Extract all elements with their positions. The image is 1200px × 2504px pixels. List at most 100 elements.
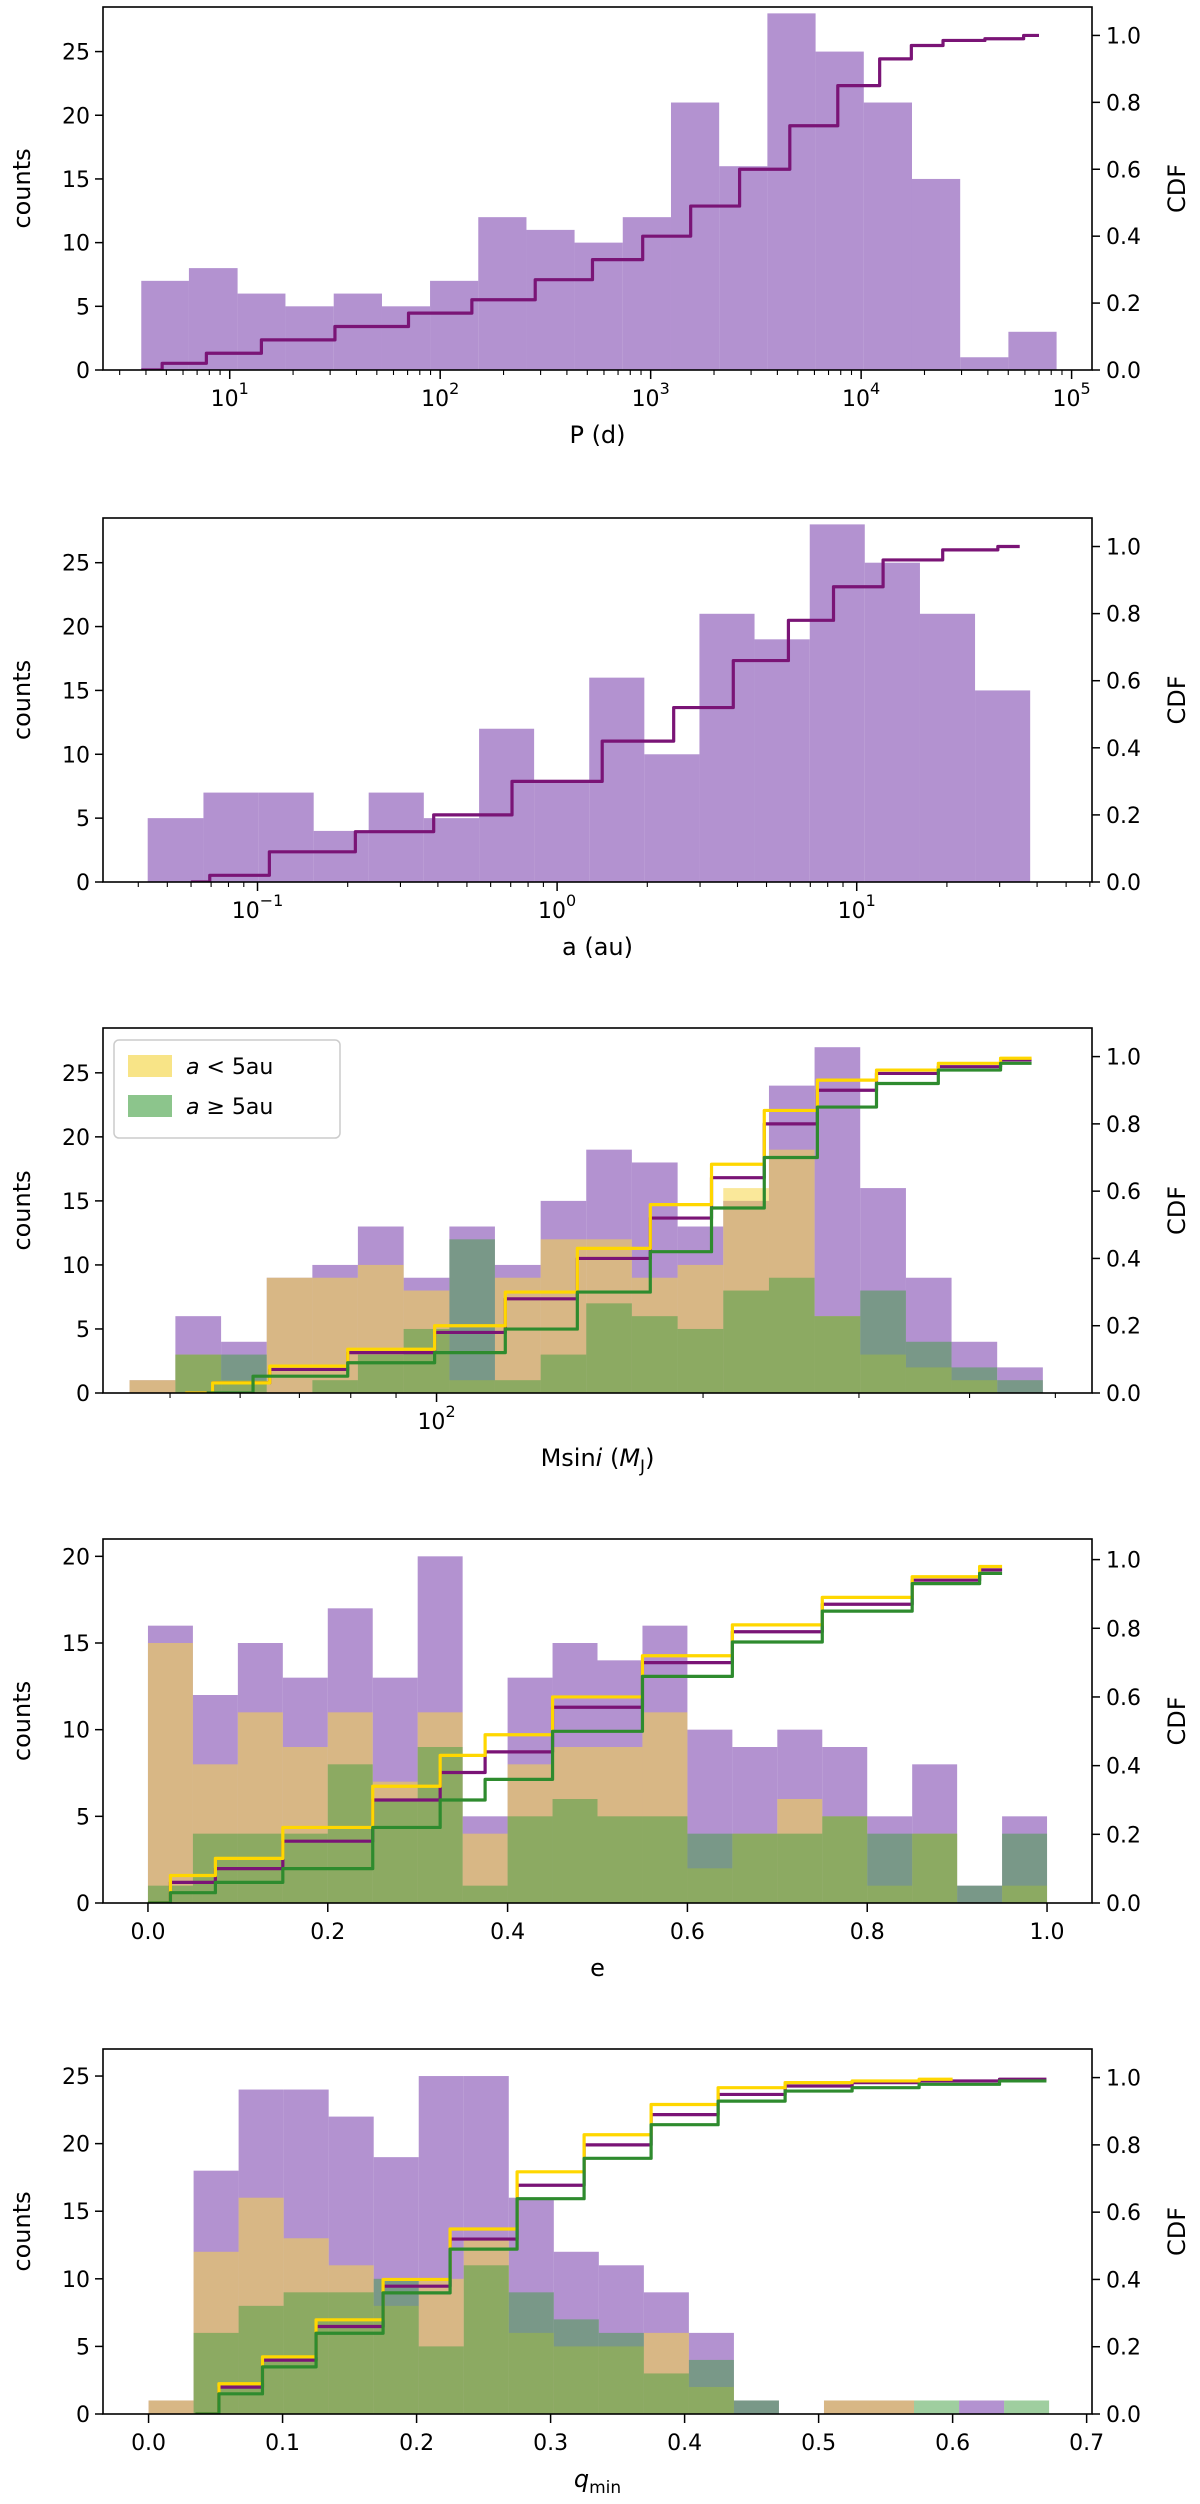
x-tick-label: 102 bbox=[417, 1402, 455, 1435]
bar-all bbox=[911, 178, 961, 370]
bar-outer bbox=[597, 1816, 643, 1903]
tick-base: 10 bbox=[632, 387, 660, 412]
bar-inner bbox=[147, 1643, 193, 1903]
plot-area-period bbox=[141, 13, 1057, 370]
bar-outer bbox=[372, 1799, 418, 1903]
y2-tick-label: 0.2 bbox=[1106, 804, 1141, 829]
x-axis-label: Msini (MJ) bbox=[541, 1444, 655, 1477]
tick-exponent: −1 bbox=[260, 891, 284, 910]
y2-axis-label: CDF bbox=[1163, 1186, 1191, 1235]
bar-outer bbox=[914, 2400, 960, 2414]
bar-outer bbox=[867, 1833, 913, 1903]
x-label-unit-open: ( bbox=[602, 1444, 619, 1472]
y-axis-label: counts bbox=[8, 660, 36, 740]
y-tick-label: 25 bbox=[62, 41, 90, 66]
y2-tick-label: 1.0 bbox=[1106, 536, 1141, 561]
x-label-unit-close: ) bbox=[645, 1444, 654, 1472]
legend-condition: ≥ 5au bbox=[199, 1095, 273, 1120]
cdf-line-outer bbox=[195, 2079, 1047, 2414]
axes-frame bbox=[102, 6, 1093, 371]
bar-inner bbox=[869, 2400, 915, 2414]
y-tick-label: 0 bbox=[76, 1892, 90, 1917]
x-tick-label: 1.0 bbox=[1030, 1920, 1065, 1945]
bar-all bbox=[258, 792, 314, 882]
bar-all bbox=[767, 13, 816, 370]
bar-outer bbox=[373, 2278, 419, 2414]
y2-tick-label: 0.4 bbox=[1106, 1247, 1141, 1272]
cdf-line-outer bbox=[147, 1571, 1003, 1903]
bar-outer bbox=[860, 1290, 906, 1393]
y2-axis-label: CDF bbox=[1163, 2207, 1191, 2256]
y2-tick-label: 0.0 bbox=[1106, 871, 1141, 896]
bar-inner bbox=[129, 1380, 176, 1393]
legend-label-inner: a < 5au bbox=[186, 1055, 273, 1080]
bar-inner bbox=[823, 2400, 870, 2414]
bar-all bbox=[534, 779, 590, 882]
legend-label-outer: a ≥ 5au bbox=[186, 1095, 273, 1120]
bar-all bbox=[574, 242, 623, 370]
x-label-symbol: q bbox=[574, 2465, 589, 2493]
panel-eccentricity: 0 5 10 15 20 0.0 0.2 0.4 0.6 0.8 1.0 0.0 0.2 0.4 0.6 0.… bbox=[8, 1538, 1191, 1982]
y2-tick-label: 0.8 bbox=[1106, 1617, 1141, 1642]
bar-all bbox=[622, 217, 671, 370]
bar-inner bbox=[494, 1277, 541, 1393]
axes-frame bbox=[102, 2048, 1093, 2415]
y-tick-label: 15 bbox=[62, 168, 90, 193]
tick-exponent: 1 bbox=[239, 379, 249, 398]
bar-outer bbox=[688, 2359, 734, 2414]
histogram-all bbox=[141, 13, 1057, 370]
tick-base: 10 bbox=[232, 899, 260, 924]
bar-outer bbox=[462, 1885, 508, 1903]
y-tick-label: 10 bbox=[62, 2268, 90, 2293]
y2-tick-label: 1.0 bbox=[1106, 24, 1141, 49]
bar-outer bbox=[732, 1833, 778, 1903]
bar-outer bbox=[418, 2346, 464, 2414]
tick-base: 10 bbox=[538, 899, 566, 924]
tick-base: 10 bbox=[211, 387, 239, 412]
y-tick-label: 25 bbox=[62, 552, 90, 577]
y2-tick-label: 1.0 bbox=[1106, 1046, 1141, 1071]
histogram-outer bbox=[193, 2265, 1050, 2414]
x-tick-label: 103 bbox=[632, 379, 670, 412]
y-tick-label: 0 bbox=[76, 2403, 90, 2428]
plot-area-eccentricity bbox=[147, 1556, 1048, 1903]
y-tick-label: 25 bbox=[62, 1062, 90, 1087]
bar-outer bbox=[463, 2265, 509, 2414]
x-label-italic: i bbox=[596, 1444, 603, 1472]
y2-tick-label: 0.2 bbox=[1106, 2336, 1141, 2361]
cdf-line-inner bbox=[185, 1056, 1032, 1393]
cdf-line-inner bbox=[147, 1564, 1003, 1903]
x-tick-label: 0.2 bbox=[310, 1920, 345, 1945]
cdf-line-all bbox=[141, 33, 1039, 370]
x-tick-label: 101 bbox=[211, 379, 249, 412]
bar-all bbox=[919, 613, 976, 882]
x-axis-label: e bbox=[590, 1954, 605, 1982]
bar-all bbox=[644, 754, 700, 882]
bar-all bbox=[1008, 331, 1057, 370]
bar-outer bbox=[777, 1833, 823, 1903]
x-label-unit-subscript: J bbox=[639, 1457, 645, 1477]
bar-outer bbox=[193, 2332, 239, 2414]
bar-all bbox=[381, 306, 431, 370]
y-tick-label: 10 bbox=[62, 1254, 90, 1279]
bar-all bbox=[141, 280, 189, 370]
plot-area-msini bbox=[129, 1047, 1043, 1393]
bar-outer bbox=[598, 2332, 644, 2414]
y2-axis-label: CDF bbox=[1163, 164, 1191, 213]
bar-all bbox=[959, 2400, 1005, 2414]
bar-outer bbox=[508, 2292, 554, 2414]
y2-tick-label: 0.0 bbox=[1106, 359, 1141, 384]
x-tick-label: 0.6 bbox=[670, 1920, 705, 1945]
bar-outer bbox=[1002, 1833, 1048, 1903]
y-tick-label: 5 bbox=[76, 2335, 90, 2360]
bar-outer bbox=[642, 1816, 688, 1903]
y-tick-label: 15 bbox=[62, 679, 90, 704]
legend: a < 5au a ≥ 5au bbox=[113, 1039, 341, 1139]
bar-inner bbox=[266, 1277, 313, 1393]
tick-base: 10 bbox=[842, 387, 870, 412]
y-axis-label: counts bbox=[8, 2191, 36, 2271]
y-axis-label: counts bbox=[8, 1681, 36, 1761]
bar-all bbox=[333, 293, 382, 370]
x-tick-label: 0.8 bbox=[850, 1920, 885, 1945]
